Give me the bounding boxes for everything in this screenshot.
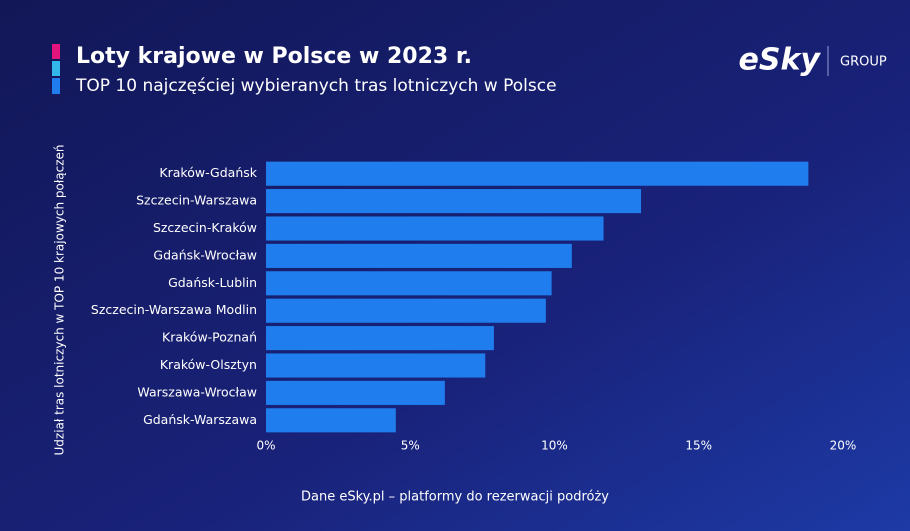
source-note: Dane eSky.pl – platformy do rezerwacji p… xyxy=(301,490,609,505)
bar xyxy=(266,189,642,214)
y-tick-label: Warszawa-Wrocław xyxy=(137,384,257,399)
y-tick-label: Szczecin-Warszawa xyxy=(136,193,257,208)
brand-group: GROUP xyxy=(840,55,887,70)
y-tick-label: Kraków-Poznań xyxy=(162,330,257,345)
bar xyxy=(266,243,572,268)
bar xyxy=(266,161,809,186)
x-tick-label: 0% xyxy=(256,439,275,453)
accent-stripe xyxy=(52,61,60,76)
bar xyxy=(266,271,552,296)
y-tick-label: Szczecin-Warszawa Modlin xyxy=(91,302,257,317)
chart-subtitle: TOP 10 najczęściej wybieranych tras lotn… xyxy=(75,76,557,96)
y-tick-label: Gdańsk-Lublin xyxy=(168,275,257,290)
x-tick-label: 15% xyxy=(685,439,712,453)
bar xyxy=(266,353,486,378)
bar xyxy=(266,298,546,323)
bar xyxy=(266,326,494,351)
y-tick-label: Kraków-Gdańsk xyxy=(159,165,257,180)
x-tick-label: 20% xyxy=(830,439,857,453)
bar xyxy=(266,216,604,241)
accent-stripe xyxy=(52,44,60,59)
y-tick-label: Gdańsk-Wrocław xyxy=(153,247,257,262)
bar xyxy=(266,408,396,433)
chart-title: Loty krajowe w Polsce w 2023 r. xyxy=(76,44,472,69)
bar xyxy=(266,380,445,405)
brand-logo: eSky xyxy=(739,43,822,78)
y-tick-label: Gdańsk-Warszawa xyxy=(143,412,257,427)
y-tick-label: Kraków-Olsztyn xyxy=(160,357,257,372)
accent-stripe xyxy=(52,78,60,94)
y-tick-label: Szczecin-Kraków xyxy=(153,220,257,235)
y-axis-label: Udział tras lotniczych w TOP 10 krajowyc… xyxy=(53,145,67,456)
x-tick-label: 10% xyxy=(541,439,568,453)
x-tick-label: 5% xyxy=(401,439,420,453)
